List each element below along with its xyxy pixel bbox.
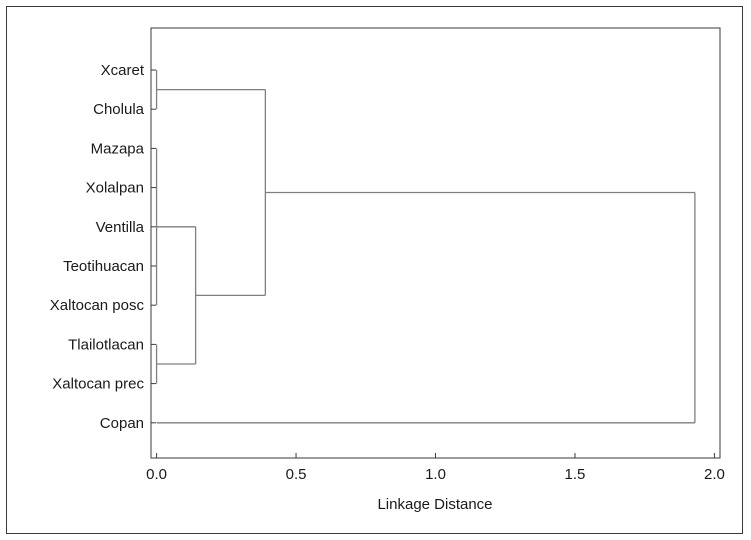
leaf-label: Ventilla <box>96 219 145 236</box>
x-tick-label: 0.5 <box>286 466 307 483</box>
x-axis-title: Linkage Distance <box>377 496 492 513</box>
x-tick-label: 1.5 <box>565 466 586 483</box>
leaf-label: Cholula <box>93 101 145 118</box>
leaf-label: Xaltocan posc <box>50 297 145 314</box>
leaf-label: Xolalpan <box>86 180 144 197</box>
leaf-label: Mazapa <box>91 140 145 157</box>
y-axis: Xcaret Cholula Mazapa Xolalpan Ventilla Teoti… <box>50 62 156 432</box>
plot-area <box>150 27 721 459</box>
leaf-label: Xaltocan prec <box>52 376 144 393</box>
leaf-label: Tlailotlacan <box>68 336 144 353</box>
x-tick-label: 0.0 <box>146 466 167 483</box>
figure-frame <box>6 6 743 534</box>
x-axis: 0.0 0.5 1.0 1.5 2.0 <box>146 453 725 483</box>
tree-layer <box>155 70 696 424</box>
leaf-label: Copan <box>100 415 144 432</box>
x-tick-label: 2.0 <box>704 466 725 483</box>
leaf-label: Xcaret <box>101 62 145 79</box>
x-tick-label: 1.0 <box>425 466 446 483</box>
leaf-label: Teotihuacan <box>63 258 144 275</box>
